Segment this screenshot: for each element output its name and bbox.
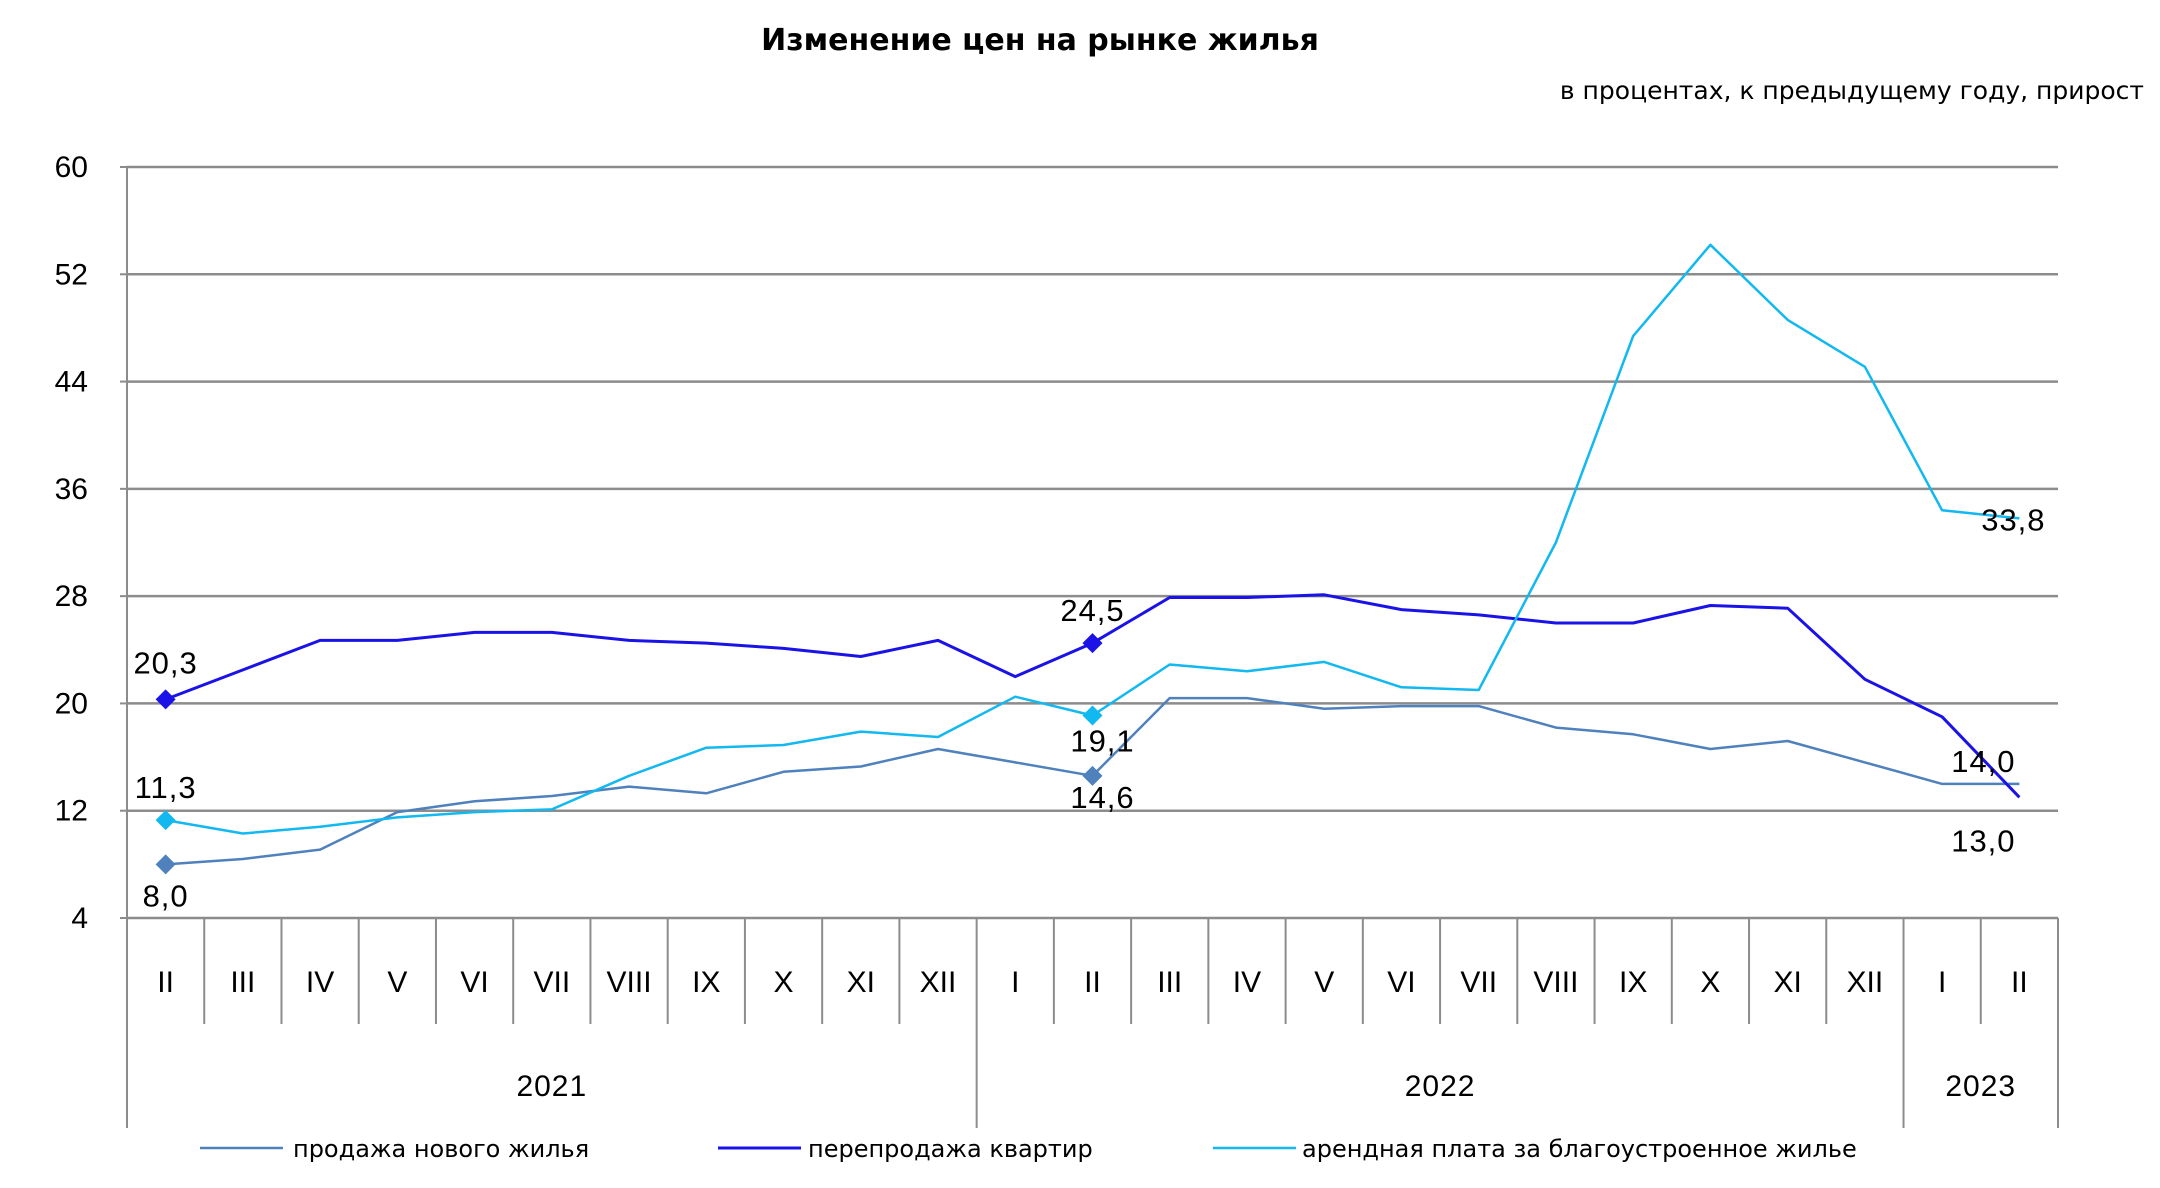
legend: продажа нового жилья перепродажа квартир а…	[200, 1135, 1857, 1163]
x-tick-label: II	[157, 966, 174, 999]
legend-label: арендная плата за благоустроенное жилье	[1302, 1135, 1857, 1163]
data-label: 19,1	[1070, 723, 1134, 758]
data-label: 33,8	[1981, 502, 2045, 537]
x-tick-label: X	[1700, 966, 1720, 999]
x-tick-label: V	[387, 966, 407, 999]
x-tick-label: IX	[1619, 966, 1647, 999]
x-tick-label: III	[230, 966, 255, 999]
x-tick-label: X	[774, 966, 794, 999]
data-marker	[1082, 633, 1103, 654]
x-tick-label: VIII	[607, 966, 652, 999]
chart-title: Изменение цен на рынке жилья	[761, 23, 1319, 58]
x-tick-label: IV	[1233, 966, 1261, 999]
x-tick-label: XI	[1773, 966, 1801, 999]
gridlines	[127, 165, 2058, 920]
data-label: 20,3	[133, 645, 197, 680]
x-tick-label: I	[1938, 966, 1946, 999]
data-marker	[155, 854, 176, 875]
y-tick-label: 44	[55, 366, 88, 399]
year-label: 2022	[1405, 1070, 1476, 1103]
y-tick-label: 60	[55, 151, 88, 184]
data-marker	[155, 810, 176, 831]
legend-label: перепродажа квартир	[808, 1135, 1093, 1163]
data-markers	[155, 633, 1103, 875]
x-tick-label: VIII	[1533, 966, 1578, 999]
x-tick-label: XII	[1847, 966, 1884, 999]
x-tick-label: V	[1314, 966, 1334, 999]
data-label: 14,6	[1070, 780, 1134, 815]
y-tick-label: 4	[71, 902, 88, 935]
y-tick-label: 12	[55, 795, 88, 828]
y-tick-label: 28	[55, 580, 88, 613]
x-tick-label: VI	[1387, 966, 1415, 999]
data-marker	[1082, 765, 1103, 786]
y-tick-label: 52	[55, 258, 88, 291]
data-label: 24,5	[1060, 593, 1124, 628]
year-label: 2023	[1945, 1070, 2016, 1103]
x-tick-label: IX	[692, 966, 720, 999]
data-label: 14,0	[1951, 744, 2015, 779]
year-label: 2021	[516, 1070, 587, 1103]
x-tick-label: VII	[1460, 966, 1497, 999]
data-label: 13,0	[1951, 823, 2015, 858]
data-label: 11,3	[135, 770, 197, 805]
data-marker	[155, 689, 176, 710]
y-tick-label: 36	[55, 473, 88, 506]
data-marker	[1082, 705, 1103, 726]
x-tick-label: VII	[533, 966, 570, 999]
x-tick-label: II	[2011, 966, 2028, 999]
x-tick-label: II	[1084, 966, 1101, 999]
x-tick-label: I	[1011, 966, 1019, 999]
x-tick-label: III	[1157, 966, 1182, 999]
x-tick-label: XII	[920, 966, 957, 999]
data-label: 8,0	[143, 878, 189, 913]
legend-label: продажа нового жилья	[293, 1135, 589, 1163]
x-tick-label: VI	[460, 966, 488, 999]
x-tick-label: IV	[306, 966, 334, 999]
data-labels: 20,3 11,3 8,0 24,5 19,1 14,6 33,8 14,0 13,0	[133, 502, 2045, 913]
chart-subtitle: в процентах, к предыдущему году, прирост	[1560, 76, 2144, 105]
x-tick-label: XI	[847, 966, 875, 999]
y-tick-label: 20	[55, 687, 88, 720]
